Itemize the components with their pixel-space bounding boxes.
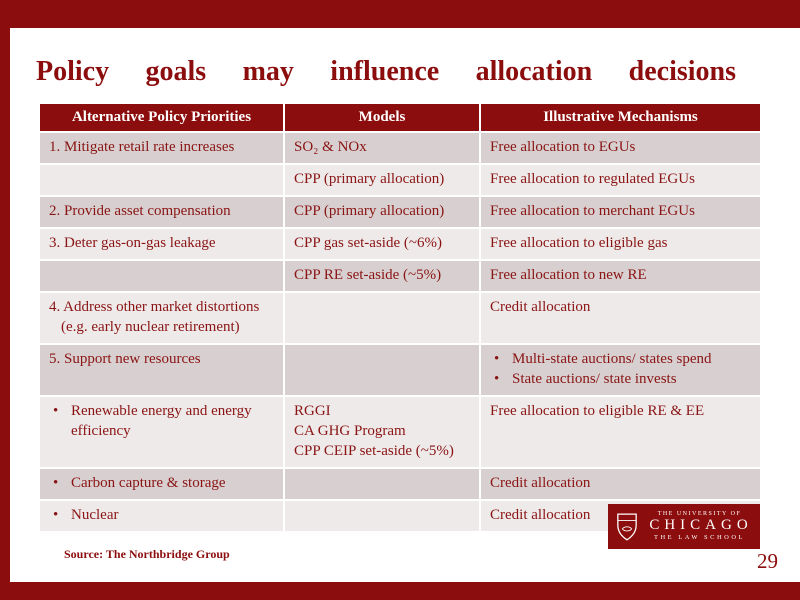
table-row: Carbon capture & storage Credit allocatio…: [38, 467, 762, 501]
header-models: Models: [283, 102, 481, 133]
logo-law-school-line: THE LAW SCHOOL: [653, 534, 746, 542]
text-line: (e.g. early nuclear retirement): [61, 319, 240, 335]
text-line: CPP gas set-aside (~6%): [294, 235, 442, 251]
table-cell: Nuclear: [38, 499, 285, 533]
table-cell: Credit allocation: [479, 291, 762, 345]
table-header-row: Alternative Policy Priorities Models Ill…: [38, 102, 762, 133]
table-row: CPP RE set-aside (~5%) Free allocation to…: [38, 259, 762, 293]
text-line: 2. Provide asset compensation: [49, 203, 231, 219]
policy-table: Alternative Policy Priorities Models Ill…: [38, 102, 762, 533]
slide-title: Policy goals may influence allocation de…: [36, 56, 736, 87]
text-line: Free allocation to eligible gas: [490, 235, 668, 251]
bullet-line: Renewable energy and energy efficiency: [49, 401, 274, 441]
bullet-line: Multi-state auctions/ states spend: [490, 349, 751, 369]
bullet-line: State auctions/ state invests: [490, 369, 751, 389]
table-cell: Free allocation to EGUs: [479, 131, 762, 165]
text-line: 1. Mitigate retail rate increases: [49, 139, 235, 155]
table-cell: Free allocation to regulated EGUs: [479, 163, 762, 197]
table-row: 3. Deter gas-on-gas leakage CPP gas set-a…: [38, 227, 762, 261]
table-cell: 2. Provide asset compensation: [38, 195, 285, 229]
header-illustrative-mechanisms: Illustrative Mechanisms: [479, 102, 762, 133]
table-cell: Multi-state auctions/ states spendState …: [479, 343, 762, 397]
table-cell: Carbon capture & storage: [38, 467, 285, 501]
text-line: RGGI: [294, 403, 331, 419]
table-cell: [38, 163, 285, 197]
text-line: Credit allocation: [490, 475, 591, 491]
table-cell: [283, 343, 481, 397]
text-line: 4. Address other market distortions: [49, 299, 260, 315]
table-cell: [283, 499, 481, 533]
text-line: CPP RE set-aside (~5%): [294, 267, 442, 283]
bullet-line: Nuclear: [49, 505, 274, 525]
text-line: CA GHG Program: [294, 423, 406, 439]
text-line: SO₂ & NOx: [294, 139, 367, 155]
text-line: Free allocation to new RE: [490, 267, 647, 283]
table-cell: [38, 259, 285, 293]
table-cell: Free allocation to eligible gas: [479, 227, 762, 261]
text-line: CPP (primary allocation): [294, 171, 445, 187]
logo-university-line: THE UNIVERSITY OF: [657, 511, 742, 518]
table-cell: Free allocation to merchant EGUs: [479, 195, 762, 229]
table-cell: CPP gas set-aside (~6%): [283, 227, 481, 261]
table-cell: Free allocation to new RE: [479, 259, 762, 293]
text-line: Credit allocation: [490, 507, 591, 523]
table-body: 1. Mitigate retail rate increases SO₂ & N…: [38, 131, 762, 533]
table-cell: CPP (primary allocation): [283, 195, 481, 229]
table-cell: RGGI CA GHG Program CPP CEIP set-aside (~5…: [283, 395, 481, 469]
text-line: Free allocation to regulated EGUs: [490, 171, 695, 187]
table-cell: 4. Address other market distortions (e.g.…: [38, 291, 285, 345]
text-line: Free allocation to EGUs: [490, 139, 636, 155]
text-line: 5. Support new resources: [49, 351, 201, 367]
left-border-bar: [0, 28, 10, 600]
table-row: Renewable energy and energy efficiencyRG…: [38, 395, 762, 469]
table-cell: Renewable energy and energy efficiency: [38, 395, 285, 469]
table-cell: [283, 467, 481, 501]
table-row: CPP (primary allocation) Free allocation …: [38, 163, 762, 197]
page-number: 29: [757, 549, 778, 573]
text-line: 3. Deter gas-on-gas leakage: [49, 235, 216, 251]
table-cell: SO₂ & NOx: [283, 131, 481, 165]
text-line: Credit allocation: [490, 299, 591, 315]
logo-chicago-wordmark: CHICAGO: [649, 517, 753, 534]
table-row: 2. Provide asset compensation CPP (primar…: [38, 195, 762, 229]
table-row: 1. Mitigate retail rate increases SO₂ & N…: [38, 131, 762, 165]
table-cell: CPP RE set-aside (~5%): [283, 259, 481, 293]
text-line: CPP (primary allocation): [294, 203, 445, 219]
logo-text: THE UNIVERSITY OF CHICAGO THE LAW SCHOOL: [645, 511, 754, 542]
bottom-border-bar: [0, 582, 800, 600]
top-border-bar: [0, 0, 800, 28]
uchicago-law-logo: THE UNIVERSITY OF CHICAGO THE LAW SCHOOL: [608, 504, 760, 549]
table-row: 5. Support new resources Multi-state auct…: [38, 343, 762, 397]
text-line: Free allocation to eligible RE & EE: [490, 403, 705, 419]
table-row: 4. Address other market distortions (e.g.…: [38, 291, 762, 345]
table-cell: CPP (primary allocation): [283, 163, 481, 197]
table-cell: 5. Support new resources: [38, 343, 285, 397]
text-line: CPP CEIP set-aside (~5%): [294, 443, 454, 459]
source-note: Source: The Northbridge Group: [64, 547, 230, 561]
text-line: Free allocation to merchant EGUs: [490, 203, 695, 219]
table-cell: 3. Deter gas-on-gas leakage: [38, 227, 285, 261]
table-cell: Free allocation to eligible RE & EE: [479, 395, 762, 469]
header-alternative-policy-priorities: Alternative Policy Priorities: [38, 102, 285, 133]
bullet-line: Carbon capture & storage: [49, 473, 274, 493]
table-cell: 1. Mitigate retail rate increases: [38, 131, 285, 165]
table-cell: Credit allocation: [479, 467, 762, 501]
shield-icon: [617, 513, 637, 541]
table-cell: [283, 291, 481, 345]
